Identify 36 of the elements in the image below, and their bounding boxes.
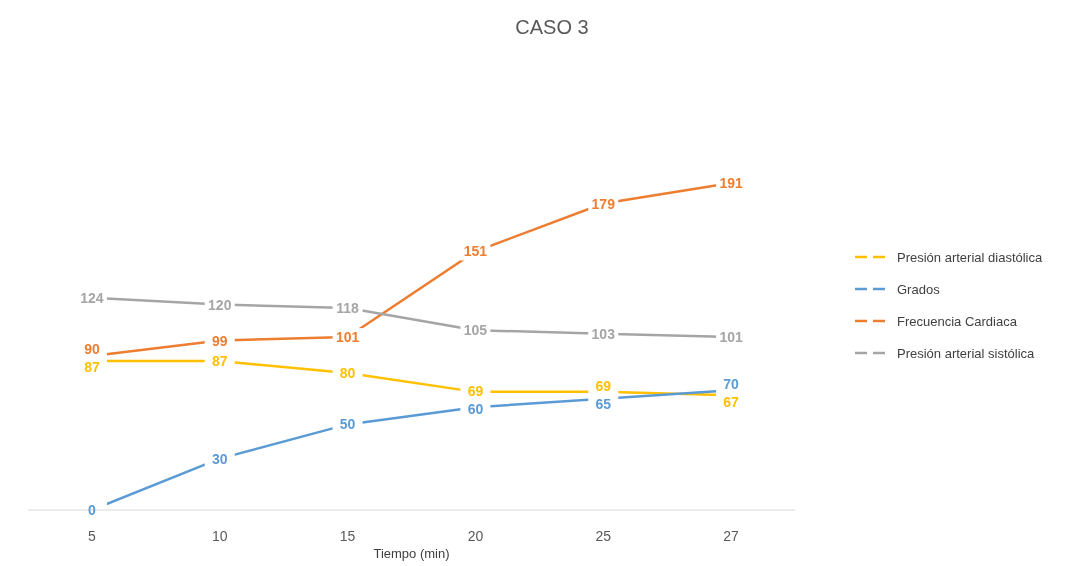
data-label: 118: [336, 299, 360, 316]
x-tick-label: 10: [211, 528, 228, 544]
data-label: 67: [723, 393, 740, 410]
data-label: 69: [467, 382, 484, 399]
data-label: 101: [335, 329, 360, 346]
data-label: 151: [463, 243, 488, 260]
data-label: 105: [463, 322, 488, 339]
x-tick-label: 5: [88, 528, 97, 544]
legend-label: Presión arterial diastólica: [897, 250, 1043, 265]
x-tick-label: 20: [467, 528, 484, 544]
data-label: 60: [467, 400, 484, 417]
x-tick-label: 15: [339, 528, 356, 544]
x-tick-label: 27: [723, 528, 740, 544]
data-label: 70: [723, 375, 740, 392]
data-label: 65: [595, 396, 612, 413]
data-label: 191: [719, 175, 743, 191]
data-label: 80: [339, 365, 356, 382]
x-tick-label: 25: [595, 528, 612, 544]
data-label: 87: [211, 353, 228, 370]
data-label: 50: [339, 416, 356, 433]
chart-title: CASO 3: [515, 16, 589, 38]
data-label: 0: [88, 502, 97, 518]
data-label: 120: [208, 296, 232, 313]
legend-label: Grados: [897, 282, 941, 297]
data-label: 99: [211, 332, 228, 349]
data-label: 87: [84, 359, 100, 376]
data-label: 30: [211, 450, 228, 467]
data-label: 101: [719, 329, 743, 346]
data-label: 124: [80, 289, 104, 306]
x-axis-title: Tiempo (min): [373, 546, 450, 561]
data-label: 69: [595, 378, 612, 395]
data-label: 90: [84, 341, 100, 358]
legend-label: Presión arterial sistólica: [897, 346, 1036, 361]
legend-label: Frecuencia Cardiaca: [897, 314, 1018, 329]
data-label: 179: [591, 195, 616, 212]
data-label: 103: [591, 325, 616, 342]
